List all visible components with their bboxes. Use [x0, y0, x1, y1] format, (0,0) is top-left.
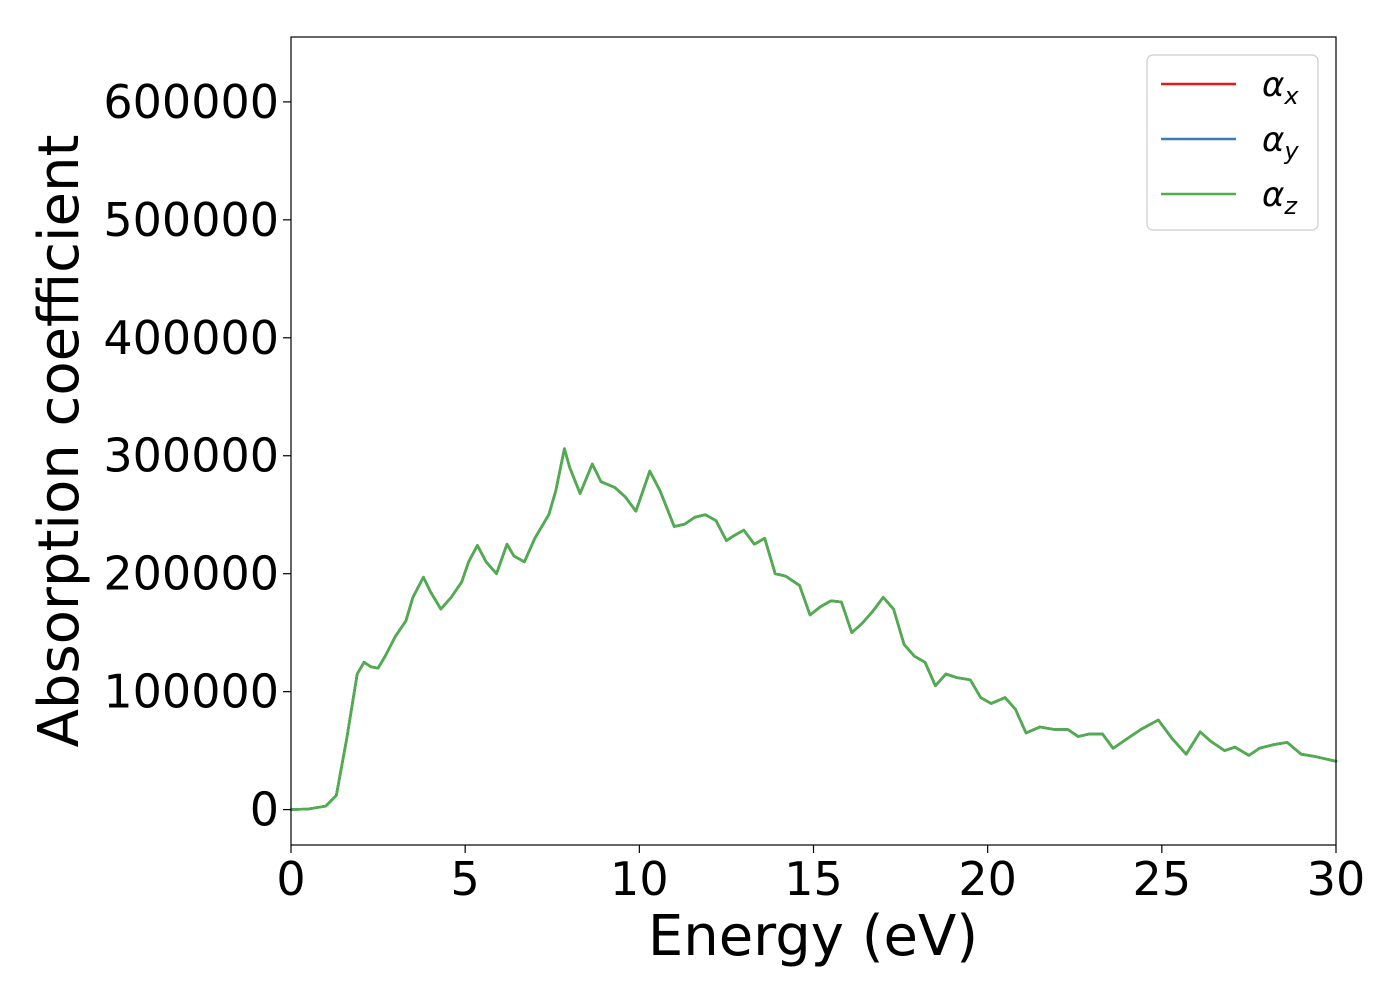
legend-label-x: αx: [1262, 65, 1299, 110]
y-tick-label: 0: [250, 783, 279, 837]
x-tick-label: 0: [276, 852, 305, 906]
y-tick-label: 400000: [103, 311, 279, 365]
x-ticks: 0 5 10 15 20 25 30: [276, 845, 1365, 906]
y-tick-label: 300000: [103, 429, 279, 483]
y-axis-title: Absorption coefficient: [27, 135, 92, 748]
y-tick-label: 600000: [103, 75, 279, 129]
x-tick-label: 25: [1133, 852, 1192, 906]
legend-items: αx αy αz: [1161, 65, 1299, 220]
x-axis-title: Energy (eV): [648, 904, 978, 969]
y-tick-label: 500000: [103, 193, 279, 247]
y-tick-label: 200000: [103, 547, 279, 601]
x-tick-label: 10: [610, 852, 669, 906]
x-tick-label: 5: [451, 852, 480, 906]
series-layer: [289, 447, 1338, 811]
y-tick-label: 100000: [103, 665, 279, 719]
legend-label-z: αz: [1262, 175, 1298, 220]
legend-frame: [1146, 54, 1319, 231]
legend: αx αy αz: [1146, 54, 1319, 231]
x-tick-label: 15: [784, 852, 843, 906]
legend-label-y: αy: [1262, 120, 1299, 165]
series-line-z: [289, 447, 1338, 811]
x-tick-label: 20: [958, 852, 1017, 906]
x-tick-label: 30: [1307, 852, 1366, 906]
y-ticks: 0 100000 200000 300000 400000 500000 600000: [103, 75, 291, 837]
